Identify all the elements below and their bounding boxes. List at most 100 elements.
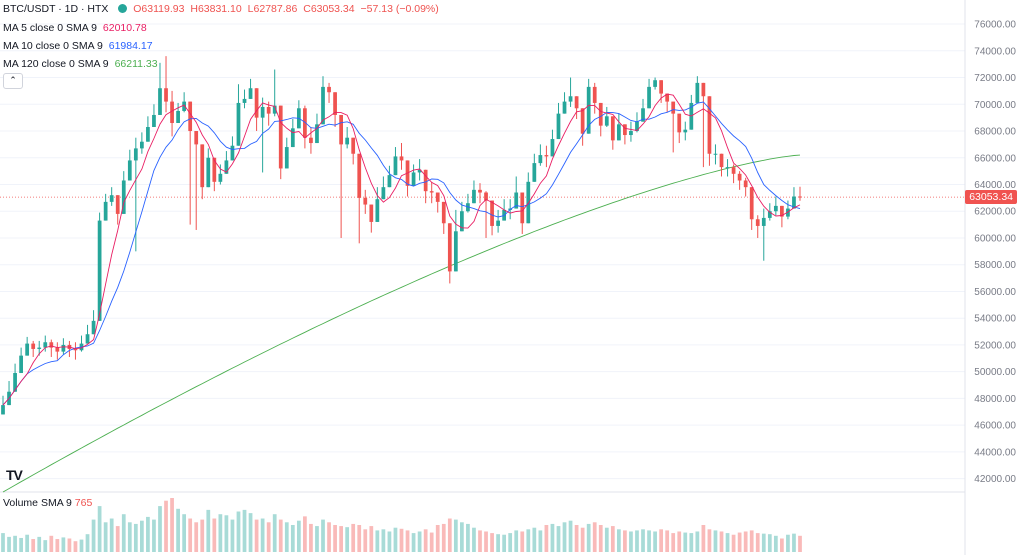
volume-bar — [677, 531, 682, 552]
candle-body — [773, 205, 778, 212]
candle-body — [19, 355, 23, 374]
candle-body — [25, 343, 30, 356]
candle-body — [713, 153, 718, 155]
candle-body — [423, 169, 428, 192]
volume-bar — [260, 518, 265, 552]
volume-bar — [85, 534, 90, 552]
ma5-legend[interactable]: MA 5 close 0 SMA 9 62010.78 — [3, 22, 150, 34]
candle-body — [532, 163, 537, 182]
volume-bar — [466, 523, 470, 552]
ma120-path — [2, 154, 801, 493]
volume-bar — [333, 525, 337, 552]
volume-bar — [568, 520, 573, 552]
volume-bar — [592, 522, 597, 552]
volume-bar — [43, 540, 48, 552]
volume-bar — [19, 537, 23, 552]
volume-bar — [538, 530, 543, 552]
candle-body — [266, 106, 271, 114]
volume-bar — [429, 532, 434, 552]
candle-body — [212, 157, 217, 182]
candle-body — [484, 192, 488, 201]
volume-legend[interactable]: Volume SMA 9 765 — [3, 497, 92, 509]
candle-body — [460, 211, 464, 232]
volume-bar — [139, 520, 144, 552]
volume-bar — [200, 519, 205, 552]
candle-body — [441, 201, 446, 224]
volume-bar — [188, 518, 193, 552]
candle-body — [417, 169, 422, 173]
candle-body — [55, 347, 60, 352]
candle-body — [315, 124, 319, 144]
last-price-tag: 63053.34 — [965, 190, 1017, 205]
y-tick-label: 76000.00 — [974, 20, 1016, 31]
volume-bar — [423, 529, 428, 552]
volume-bar — [115, 526, 120, 552]
ohlc-change: −57.13 (−0.09%) — [360, 3, 439, 15]
candle-body — [248, 88, 253, 99]
candle-body — [272, 105, 277, 114]
ma120-legend[interactable]: MA 120 close 0 SMA 9 66211.33 — [3, 58, 161, 70]
volume-bar — [598, 525, 603, 552]
volume-bar — [393, 527, 398, 552]
candle-body — [133, 148, 138, 161]
candle-body — [230, 145, 235, 161]
candle-body — [671, 101, 676, 114]
volume-bars — [1, 498, 802, 552]
volume-bar — [447, 518, 452, 552]
ma10-legend[interactable]: MA 10 close 0 SMA 9 61984.17 — [3, 40, 156, 52]
volume-bar — [7, 536, 11, 552]
candle-body — [653, 80, 657, 87]
candle-body — [399, 156, 404, 161]
candle-body — [755, 219, 760, 226]
candle-body — [13, 373, 17, 392]
candle-body — [447, 223, 452, 272]
candle-body — [701, 82, 706, 97]
volume-bar — [586, 523, 591, 552]
volume-bar — [411, 533, 416, 552]
candle-body — [798, 196, 802, 198]
candle-body — [568, 96, 573, 102]
volume-bar — [37, 536, 42, 552]
candle-body — [278, 105, 283, 169]
y-tick-label: 60000.00 — [974, 233, 1016, 244]
volume-bar — [417, 531, 422, 552]
candle-body — [43, 342, 48, 348]
y-tick-label: 68000.00 — [974, 127, 1016, 138]
volume-bar — [616, 529, 621, 552]
volume-bar — [242, 509, 247, 552]
y-tick-label: 48000.00 — [974, 394, 1016, 405]
volume-bar — [767, 534, 772, 552]
volume-bar — [127, 522, 132, 552]
y-tick-label: 42000.00 — [974, 474, 1016, 485]
candle-body — [641, 108, 645, 122]
volume-bar — [339, 526, 343, 552]
candle-body — [357, 153, 362, 198]
volume-bar — [478, 530, 482, 552]
volume-bar — [73, 541, 78, 552]
ohlc-open: O63119.93 — [133, 3, 185, 15]
price-axis: 76000.00 74000.00 72000.00 70000.00 68000.00… — [974, 20, 1016, 486]
candle-body — [242, 98, 247, 103]
volume-bar — [405, 530, 410, 552]
volume-bar — [290, 525, 295, 552]
candle-body — [284, 147, 289, 169]
candle-body — [321, 86, 325, 125]
volume-bar — [786, 534, 790, 552]
candle-body — [695, 82, 700, 103]
candle-body — [635, 121, 639, 132]
collapse-legend-button[interactable]: ⌃ — [3, 73, 23, 89]
candle-body — [749, 187, 754, 220]
candle-body — [604, 116, 609, 126]
volume-label: Volume SMA 9 — [3, 497, 72, 509]
volume-bar — [1, 533, 5, 552]
volume-bar — [79, 539, 84, 552]
candle-body — [761, 217, 766, 226]
candle-body — [236, 102, 241, 146]
symbol-label[interactable]: BTC/USDT · 1D · HTX — [3, 3, 109, 15]
candle-body — [345, 137, 350, 145]
ma120-line — [2, 154, 801, 493]
volume-bar — [218, 514, 223, 552]
candle-body — [731, 167, 736, 174]
candle-body — [200, 144, 205, 188]
